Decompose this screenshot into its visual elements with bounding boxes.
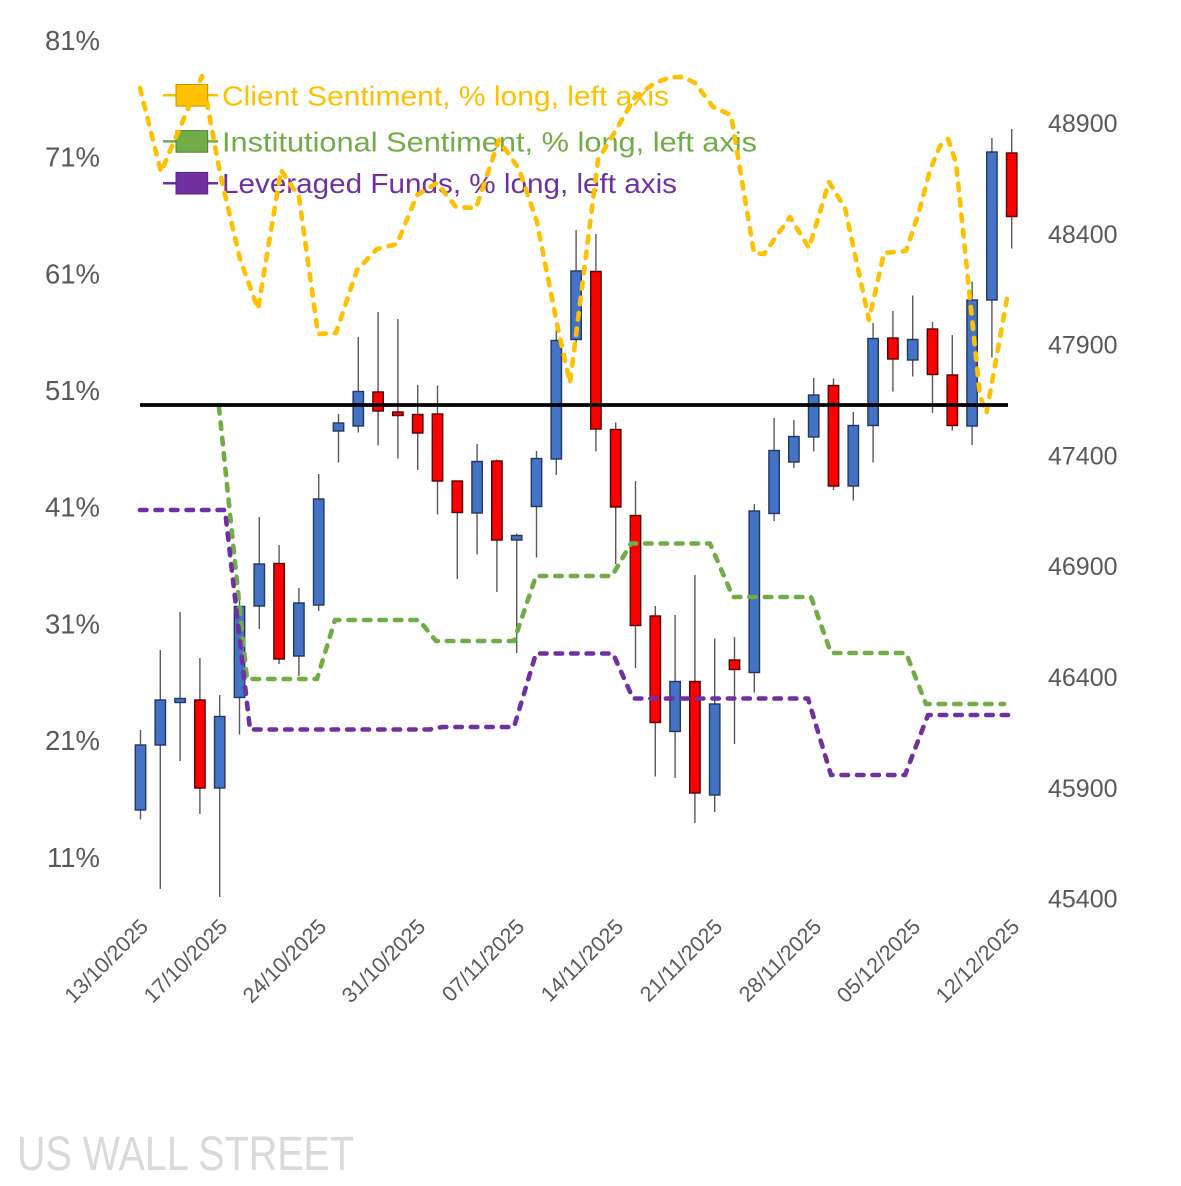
svg-text:45900: 45900 [1048, 775, 1118, 803]
svg-text:41%: 41% [45, 492, 100, 523]
svg-text:51%: 51% [45, 375, 100, 406]
svg-text:Institutional Sentiment, % lon: Institutional Sentiment, % long, left ax… [222, 126, 757, 157]
svg-text:31%: 31% [45, 608, 100, 639]
svg-text:Client Sentiment, % long, left: Client Sentiment, % long, left axis [222, 80, 669, 111]
svg-text:47900: 47900 [1048, 332, 1118, 360]
svg-text:81%: 81% [45, 25, 100, 56]
svg-text:46900: 46900 [1048, 553, 1118, 581]
svg-text:47400: 47400 [1048, 442, 1118, 470]
svg-text:46400: 46400 [1048, 664, 1118, 692]
svg-text:11%: 11% [47, 842, 100, 873]
svg-text:21%: 21% [45, 725, 100, 756]
svg-text:61%: 61% [45, 258, 100, 289]
svg-text:48900: 48900 [1048, 110, 1118, 138]
svg-text:Leveraged Funds, % long, left: Leveraged Funds, % long, left axis [222, 168, 677, 199]
svg-text:71%: 71% [45, 142, 100, 173]
svg-text:US WALL STREET: US WALL STREET [17, 1128, 354, 1181]
svg-text:48400: 48400 [1048, 221, 1118, 249]
svg-text:45400: 45400 [1048, 886, 1118, 914]
